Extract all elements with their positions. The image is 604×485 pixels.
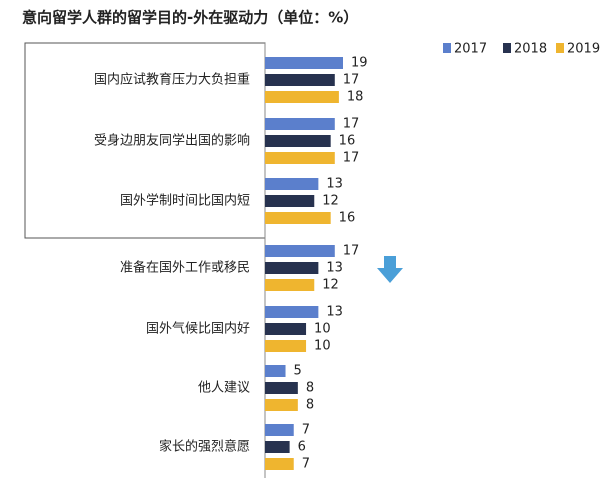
value-label: 7 (302, 423, 310, 438)
bar (265, 245, 335, 257)
value-label: 8 (306, 381, 314, 396)
value-label: 17 (343, 151, 360, 166)
category-label: 准备在国外工作或移民 (120, 260, 250, 276)
category-label: 国外学制时间比国内短 (120, 193, 250, 209)
down-arrow (377, 256, 403, 283)
bar (265, 382, 298, 394)
value-label: 6 (298, 440, 306, 455)
legend-swatch (443, 43, 451, 53)
bar (265, 323, 307, 335)
bar (265, 212, 331, 224)
category-label: 受身边朋友同学出国的影响 (94, 133, 250, 149)
bar (265, 441, 290, 453)
bar (265, 195, 315, 207)
category-label: 他人建议 (198, 381, 250, 396)
bar (265, 178, 319, 190)
value-label: 13 (326, 305, 343, 320)
bar (265, 118, 335, 130)
value-label: 17 (343, 244, 360, 259)
value-label: 16 (339, 211, 356, 226)
value-label: 17 (343, 117, 360, 132)
value-label: 17 (343, 73, 360, 88)
bar (265, 399, 298, 411)
bar (265, 306, 319, 318)
bar (265, 424, 294, 436)
bar (265, 365, 286, 377)
bar (265, 74, 335, 86)
bar (265, 135, 331, 147)
legend-label: 2019 (567, 42, 600, 57)
category-label: 家长的强烈意愿 (159, 439, 250, 455)
value-label: 10 (314, 322, 331, 337)
value-label: 12 (322, 194, 339, 209)
value-label: 13 (326, 261, 343, 276)
value-label: 12 (322, 278, 339, 293)
value-label: 19 (351, 56, 368, 71)
legend-label: 2017 (454, 42, 487, 57)
category-label: 国外气候比国内好 (146, 321, 250, 337)
value-label: 5 (294, 364, 302, 379)
value-label: 8 (306, 398, 314, 413)
value-label: 16 (339, 134, 356, 149)
value-label: 18 (347, 90, 364, 105)
legend-label: 2018 (514, 42, 547, 57)
value-label: 10 (314, 339, 331, 354)
value-label: 13 (326, 177, 343, 192)
bar (265, 57, 343, 69)
bar (265, 458, 294, 470)
value-label: 7 (302, 457, 310, 472)
bar (265, 152, 335, 164)
bar (265, 91, 339, 103)
legend-swatch (503, 43, 511, 53)
category-label: 国内应试教育压力大负担重 (94, 72, 250, 88)
bar (265, 340, 307, 352)
chart-title: 意向留学人群的留学目的-外在驱动力（单位：%） (22, 9, 358, 27)
legend-swatch (556, 43, 564, 53)
bar (265, 279, 315, 291)
bar (265, 262, 319, 274)
